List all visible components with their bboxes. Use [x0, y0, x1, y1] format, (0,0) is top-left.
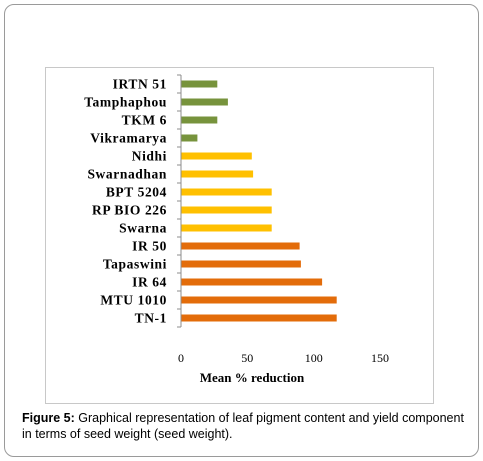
- bar: [181, 314, 337, 322]
- category-label: IR 50: [132, 239, 167, 254]
- category-label: RP BIO 226: [92, 203, 167, 218]
- category-label: TN-1: [135, 311, 167, 326]
- bar: [181, 152, 252, 160]
- bar: [181, 224, 272, 232]
- category-label: IRTN 51: [113, 77, 167, 92]
- bar: [181, 116, 218, 124]
- figure-frame: IRTN 51 Tamphaphou TKM 6 Vikramarya Nidhi Swa…: [4, 4, 479, 457]
- bar: [181, 134, 198, 142]
- caption-label: Figure 5:: [22, 411, 75, 425]
- category-label: Vikramarya: [90, 131, 167, 146]
- bar: [181, 98, 228, 106]
- category-label: IR 64: [132, 275, 167, 290]
- bar: [181, 260, 301, 268]
- category-label: Swarna: [119, 221, 167, 236]
- x-axis-title: Mean % reduction: [200, 370, 305, 385]
- bar: [181, 242, 300, 250]
- category-label: BPT 5204: [106, 185, 167, 200]
- bar: [181, 80, 218, 88]
- x-tick-label: 0: [178, 351, 184, 365]
- category-label: Nidhi: [132, 149, 167, 164]
- category-label: Swarnadhan: [87, 167, 167, 182]
- bar: [181, 278, 323, 286]
- chart-panel: IRTN 51 Tamphaphou TKM 6 Vikramarya Nidhi Swa…: [45, 67, 434, 404]
- x-tick-label: 100: [305, 351, 323, 365]
- x-tick-label: 50: [241, 351, 253, 365]
- bar-chart: IRTN 51 Tamphaphou TKM 6 Vikramarya Nidhi Swa…: [84, 74, 389, 385]
- bar: [181, 188, 272, 196]
- bar: [181, 170, 254, 178]
- figure-caption: Figure 5: Graphical representation of le…: [22, 410, 474, 442]
- x-tick-label: 150: [371, 351, 389, 365]
- category-label: Tamphaphou: [84, 95, 167, 110]
- category-label: TKM 6: [122, 113, 167, 128]
- bar: [181, 206, 272, 214]
- category-label: MTU 1010: [100, 293, 167, 308]
- caption-text: Graphical representation of leaf pigment…: [22, 411, 464, 441]
- bar: [181, 296, 337, 304]
- category-label: Tapaswini: [103, 257, 167, 272]
